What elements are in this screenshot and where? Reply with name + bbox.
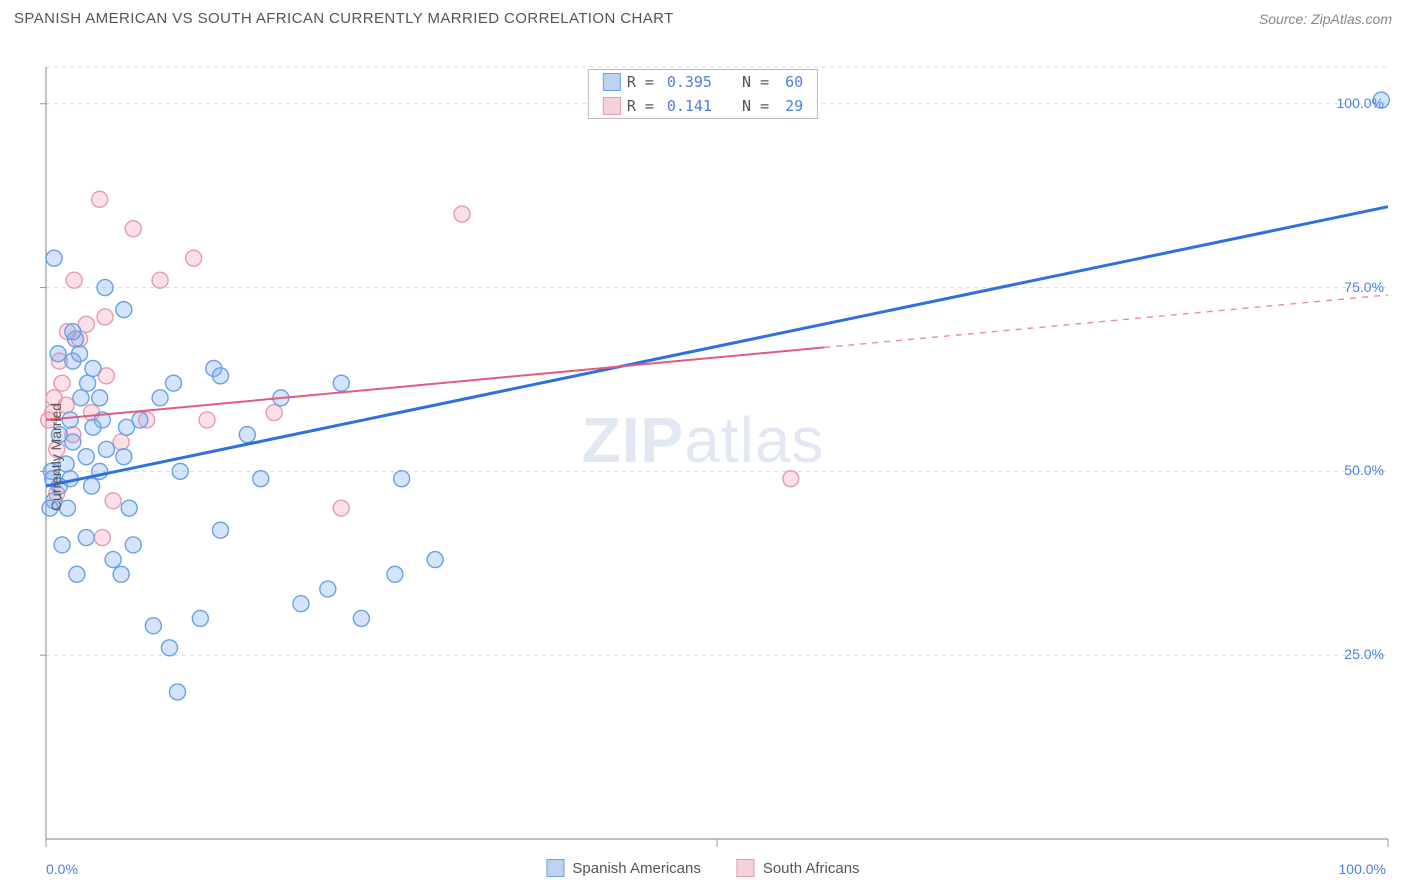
legend-label-spanish: Spanish Americans: [572, 860, 700, 877]
n-value-spanish: 60: [777, 73, 803, 91]
chart-title: SPANISH AMERICAN VS SOUTH AFRICAN CURREN…: [14, 10, 674, 27]
legend-swatch-icon: [737, 859, 755, 877]
y-tick-label: 50.0%: [1344, 462, 1384, 478]
legend-item-safrican: South Africans: [737, 859, 860, 877]
correlation-legend: R = 0.395 N = 60 R = 0.141 N = 29: [588, 69, 818, 119]
scatter-plot-svg: [0, 31, 1406, 883]
r-value-spanish: 0.395: [662, 73, 712, 91]
legend-swatch-icon: [546, 859, 564, 877]
r-value-safrican: 0.141: [662, 97, 712, 115]
y-tick-label: 75.0%: [1344, 279, 1384, 295]
y-tick-label: 100.0%: [1337, 95, 1384, 111]
legend-swatch-spanish: [603, 73, 621, 91]
n-value-safrican: 29: [777, 97, 803, 115]
legend-swatch-safrican: [603, 97, 621, 115]
y-axis-label: Currently Married: [48, 403, 64, 511]
legend-item-spanish: Spanish Americans: [546, 859, 700, 877]
series-legend: Spanish Americans South Africans: [546, 859, 859, 877]
legend-row-safrican: R = 0.141 N = 29: [589, 94, 817, 118]
y-tick-label: 25.0%: [1344, 646, 1384, 662]
source-attribution: Source: ZipAtlas.com: [1259, 11, 1392, 27]
legend-label-safrican: South Africans: [763, 860, 860, 877]
x-tick-max: 100.0%: [1339, 861, 1386, 877]
chart-area: Currently Married ZIPatlas R = 0.395 N =…: [0, 31, 1406, 883]
x-tick-min: 0.0%: [46, 861, 78, 877]
legend-row-spanish: R = 0.395 N = 60: [589, 70, 817, 94]
